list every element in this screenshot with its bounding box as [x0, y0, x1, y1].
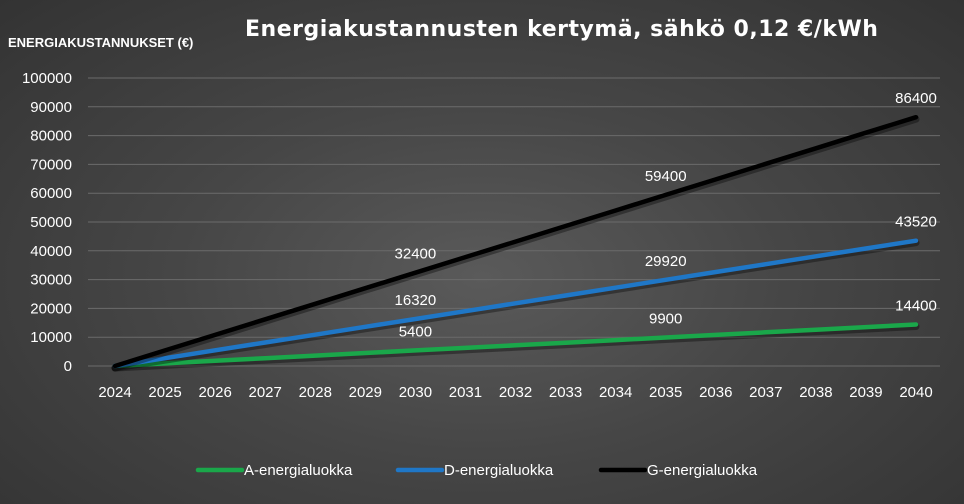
x-tick-label: 2028	[299, 384, 332, 401]
x-tick-label: 2037	[749, 384, 782, 401]
data-label: 86400	[895, 90, 937, 107]
x-tick-label: 2027	[249, 384, 282, 401]
chart-title: Energiakustannusten kertymä, sähkö 0,12 …	[245, 17, 878, 42]
y-tick-label: 50000	[30, 214, 72, 231]
y-tick-label: 40000	[30, 243, 72, 260]
x-tick-label: 2034	[599, 384, 632, 401]
data-label: 16320	[395, 292, 437, 309]
x-tick-label: 2029	[349, 384, 382, 401]
x-tick-label: 2033	[549, 384, 582, 401]
y-tick-label: 20000	[30, 300, 72, 317]
data-label: 59400	[645, 168, 687, 185]
data-label: 9900	[649, 310, 682, 327]
x-tick-label: 2039	[849, 384, 882, 401]
y-axis-title: ENERGIAKUSTANNUKSET (€)	[8, 35, 193, 50]
legend-label: G-energialuokka	[647, 462, 758, 479]
x-tick-label: 2030	[399, 384, 432, 401]
x-tick-label: 2026	[198, 384, 231, 401]
x-tick-label: 2040	[899, 384, 932, 401]
legend[interactable]: A-energialuokka D-energialuokka G-energial…	[195, 462, 758, 479]
data-label: 29920	[645, 253, 687, 270]
x-tick-label: 2036	[699, 384, 732, 401]
x-tick-label: 2031	[449, 384, 482, 401]
data-label: 14400	[895, 298, 937, 315]
y-tick-label: 70000	[30, 156, 72, 173]
series-line-a-energialuokka	[112, 322, 919, 369]
y-tick-label: 100000	[22, 70, 72, 87]
series-line-g-energialuokka	[112, 114, 919, 369]
gridlines	[88, 77, 940, 367]
x-tick-label: 2038	[799, 384, 832, 401]
y-tick-label: 0	[64, 358, 72, 375]
x-tick-label: 2035	[649, 384, 682, 401]
series-lines	[111, 114, 920, 372]
data-label: 5400	[399, 323, 432, 340]
legend-label: D-energialuokka	[444, 462, 554, 479]
y-tick-label: 10000	[30, 329, 72, 346]
x-tick-label: 2025	[148, 384, 181, 401]
y-tick-label: 80000	[30, 128, 72, 145]
x-tick-label: 2024	[98, 384, 131, 401]
legend-item[interactable]: G-energialuokka	[598, 462, 758, 479]
legend-item[interactable]: D-energialuokka	[395, 462, 554, 479]
y-tick-label: 60000	[30, 185, 72, 202]
x-tick-label: 2032	[499, 384, 532, 401]
data-label: 43520	[895, 214, 937, 231]
legend-label: A-energialuokka	[244, 462, 353, 479]
y-tick-label: 30000	[30, 272, 72, 289]
data-label: 32400	[395, 246, 437, 263]
legend-item[interactable]: A-energialuokka	[195, 462, 353, 479]
y-axis-ticks: 0 10000 20000 30000 40000 50000 60000 70000 8000…	[22, 70, 72, 375]
y-tick-label: 90000	[30, 99, 72, 116]
data-labels: 5400 9900 14400 16320 29920 43520 32400 59400 86…	[395, 90, 937, 340]
series-line-d-energialuokka	[112, 238, 919, 369]
x-axis-ticks: 2024 2025 2026 2027 2028 2029 2030 2031 2032 2033…	[98, 384, 932, 401]
